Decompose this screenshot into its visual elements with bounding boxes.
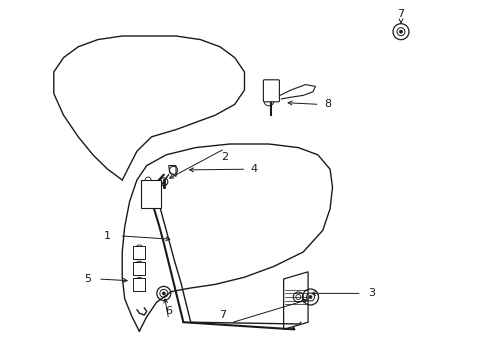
Text: 8: 8 <box>324 99 330 109</box>
Text: 2: 2 <box>221 152 228 162</box>
Circle shape <box>308 296 311 298</box>
Bar <box>133 246 145 259</box>
Bar <box>133 278 145 291</box>
Circle shape <box>162 292 165 295</box>
Circle shape <box>399 30 402 33</box>
Circle shape <box>148 192 152 197</box>
Text: 1: 1 <box>104 231 111 241</box>
Text: 5: 5 <box>84 274 91 284</box>
FancyBboxPatch shape <box>141 180 160 208</box>
Text: 7: 7 <box>397 9 404 19</box>
Text: 6: 6 <box>165 306 172 316</box>
Text: 3: 3 <box>367 288 374 298</box>
Text: 7: 7 <box>219 310 225 320</box>
FancyBboxPatch shape <box>263 80 279 102</box>
Text: 4: 4 <box>250 164 257 174</box>
Bar <box>133 262 145 275</box>
